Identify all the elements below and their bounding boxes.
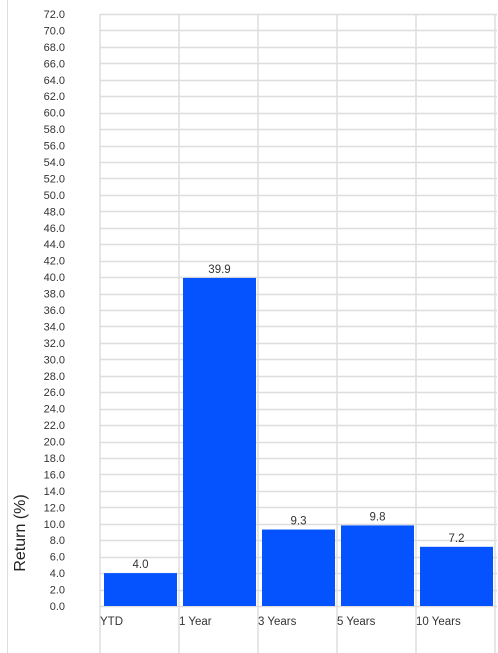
y-tick-label: 56.0	[44, 141, 65, 153]
bar-10-years	[420, 546, 493, 606]
y-tick-label: 2.0	[50, 585, 65, 597]
y-tick-label: 62.0	[44, 91, 65, 103]
y-tick-label: 12.0	[44, 502, 65, 514]
y-tick-label: 14.0	[44, 486, 65, 498]
y-tick-label: 42.0	[44, 256, 65, 268]
x-category-label: 3 Years	[258, 616, 297, 628]
y-tick-label: 22.0	[44, 420, 65, 432]
x-category-label: YTD	[100, 616, 123, 628]
x-category-label: 10 Years	[416, 616, 461, 628]
y-tick-label: 68.0	[44, 42, 65, 54]
y-tick-label: 48.0	[44, 206, 65, 218]
data-labels: 4.0 39.9 9.3 9.8 7.2	[133, 264, 465, 571]
bar-1-year	[183, 277, 256, 606]
y-tick-label: 70.0	[44, 25, 65, 37]
bar-value-label: 7.2	[449, 533, 465, 545]
y-tick-label: 50.0	[44, 190, 65, 202]
y-tick-label: 24.0	[44, 404, 65, 416]
bar-5-years	[341, 525, 414, 606]
y-tick-label: 72.0	[44, 9, 65, 21]
grid-lines	[7, 0, 497, 653]
y-tick-label: 4.0	[50, 568, 65, 580]
bar-ytd	[104, 573, 177, 606]
y-tick-label: 66.0	[44, 58, 65, 70]
y-tick-label: 40.0	[44, 272, 65, 284]
y-tick-label: 8.0	[50, 535, 65, 547]
bar-value-label: 9.3	[291, 516, 307, 528]
y-tick-label: 60.0	[44, 108, 65, 120]
y-tick-label: 0.0	[50, 601, 65, 613]
y-tick-label: 16.0	[44, 469, 65, 481]
y-tick-label: 26.0	[44, 387, 65, 399]
y-tick-label: 28.0	[44, 371, 65, 383]
y-tick-label: 18.0	[44, 453, 65, 465]
y-tick-label: 54.0	[44, 157, 65, 169]
y-tick-label: 64.0	[44, 75, 65, 87]
y-tick-label: 20.0	[44, 437, 65, 449]
y-tick-label: 6.0	[50, 552, 65, 564]
x-category-label: 5 Years	[337, 616, 376, 628]
y-tick-label: 34.0	[44, 321, 65, 333]
x-category-label: 1 Year	[179, 616, 212, 628]
y-tick-label: 52.0	[44, 173, 65, 185]
y-tick-label: 30.0	[44, 354, 65, 366]
y-tick-label: 10.0	[44, 519, 65, 531]
y-axis-title: Return (%)	[12, 494, 29, 571]
y-tick-label: 38.0	[44, 289, 65, 301]
bars	[104, 277, 493, 606]
y-tick-label: 36.0	[44, 305, 65, 317]
y-tick-label: 44.0	[44, 239, 65, 251]
bar-value-label: 39.9	[208, 264, 230, 276]
x-axis-categories: YTD 1 Year 3 Years 5 Years 10 Years	[100, 616, 461, 628]
bar-value-label: 9.8	[370, 511, 386, 523]
y-tick-label: 58.0	[44, 124, 65, 136]
y-tick-label: 46.0	[44, 223, 65, 235]
bar-3-years	[262, 529, 335, 606]
bar-value-label: 4.0	[133, 559, 149, 571]
y-axis-ticks: 0.0 2.0 4.0 6.0 8.0 10.0 12.0 14.0 16.0 18.0 20.0 2…	[44, 9, 65, 613]
y-tick-label: 32.0	[44, 338, 65, 350]
